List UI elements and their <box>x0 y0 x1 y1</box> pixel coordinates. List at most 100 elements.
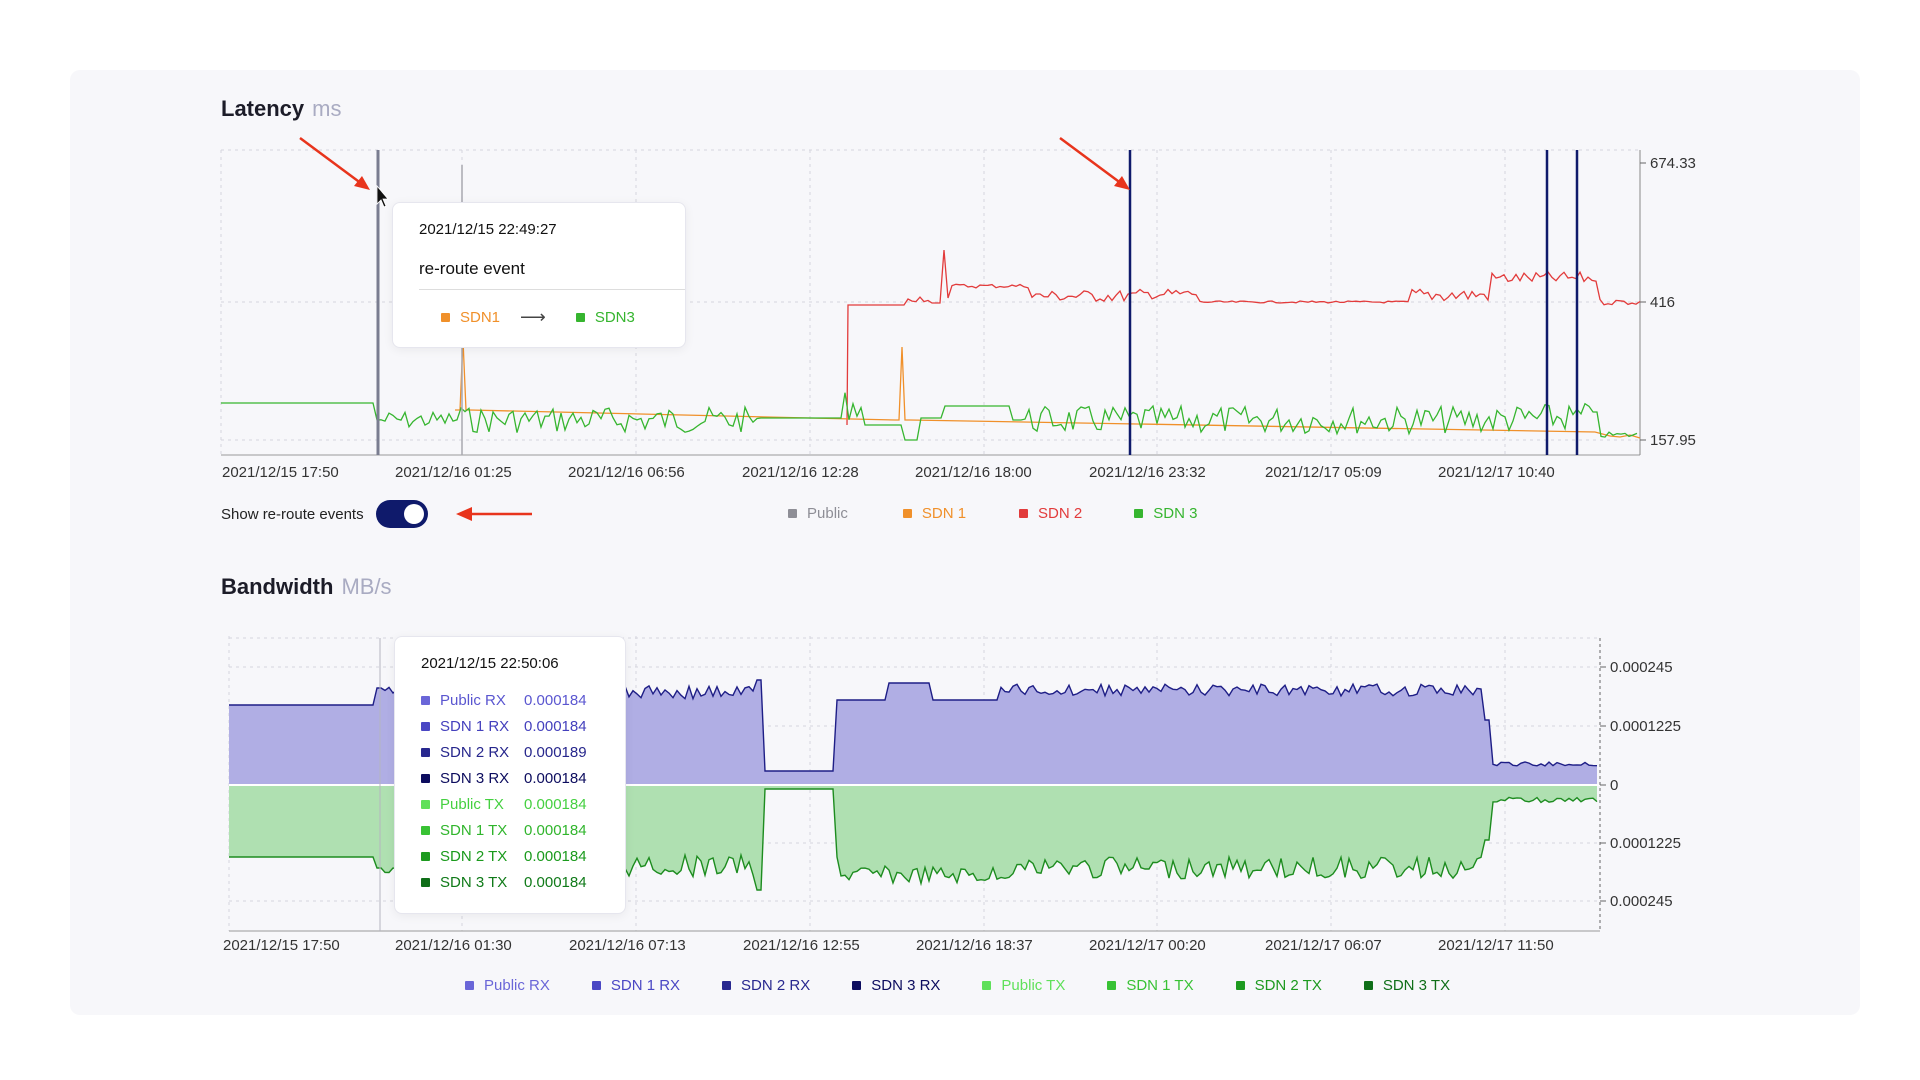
bandwidth-y-tick: 0.000245 <box>1610 893 1673 910</box>
tooltip-row-value: 0.000184 <box>524 717 587 735</box>
tooltip-row-swatch <box>421 773 430 783</box>
toggle-label: Show re-route events <box>221 505 364 523</box>
latency-tooltip: 2021/12/15 22:49:27 re-route event SDN1 … <box>392 202 686 348</box>
reroute-toggle-row: Show re-route events <box>221 500 428 528</box>
to-swatch <box>575 313 585 322</box>
tooltip-from: SDN1 <box>460 309 501 326</box>
legend-item[interactable]: SDN 2 RX <box>722 977 810 994</box>
bandwidth-y-ticks: 0.000245 0.0001225 0 0.0001225 0.000245 <box>1600 659 1681 910</box>
bandwidth-title: Bandwidth MB/s <box>221 574 392 600</box>
legend-item[interactable]: Public <box>788 505 848 522</box>
legend-label: SDN 3 RX <box>871 977 941 994</box>
tooltip-row: SDN 2 TX 0.000184 <box>421 843 587 869</box>
show-reroute-events-toggle[interactable] <box>375 500 428 528</box>
mouse-cursor-icon <box>376 184 389 208</box>
from-swatch <box>441 313 450 322</box>
latency-series-sdn1 <box>455 339 1641 439</box>
tooltip-row-value: 0.000184 <box>524 795 587 813</box>
legend-swatch <box>1363 981 1373 990</box>
tooltip-row-swatch <box>421 825 430 835</box>
bandwidth-x-ticks: 2021/12/15 17:50 2021/12/16 01:30 2021/1… <box>223 937 1554 954</box>
legend-item[interactable]: SDN 2 <box>1019 505 1082 522</box>
tooltip-timestamp: 2021/12/15 22:49:27 <box>419 221 557 238</box>
bandwidth-x-tick: 2021/12/16 18:37 <box>916 937 1033 954</box>
legend-item[interactable]: SDN 3 TX <box>1363 977 1451 994</box>
legend-label: SDN 1 <box>921 505 967 522</box>
latency-x-tick: 2021/12/17 10:40 <box>1438 464 1555 481</box>
latency-legend: Public SDN 1 SDN 2 SDN 3 <box>788 505 1197 522</box>
legend-label: SDN 3 TX <box>1382 977 1451 994</box>
latency-x-tick: 2021/12/16 23:32 <box>1089 464 1206 481</box>
bandwidth-legend: Public RX SDN 1 RX SDN 2 RX SDN 3 RX Public … <box>465 977 1450 994</box>
bandwidth-unit: MB/s <box>341 574 392 599</box>
latency-series-sdn3 <box>221 392 1638 441</box>
tooltip-row: Public TX 0.000184 <box>421 791 587 817</box>
legend-swatch <box>1107 981 1117 990</box>
tooltip-row-value: 0.000184 <box>524 847 587 865</box>
latency-y-tick: 416 <box>1650 294 1675 311</box>
tooltip-row-swatch <box>421 851 430 861</box>
latency-x-tick: 2021/12/16 18:00 <box>915 464 1032 481</box>
bandwidth-y-tick: 0.000245 <box>1610 659 1673 676</box>
latency-title-text: Latency <box>221 96 305 121</box>
latency-x-ticks: 2021/12/15 17:50 2021/12/16 01:25 2021/1… <box>222 464 1555 481</box>
legend-label: SDN 1 RX <box>610 977 681 994</box>
bandwidth-x-tick: 2021/12/16 12:55 <box>743 937 860 954</box>
latency-x-tick: 2021/12/17 05:09 <box>1265 464 1382 481</box>
legend-item[interactable]: Public RX <box>465 977 550 994</box>
bandwidth-x-tick: 2021/12/15 17:50 <box>223 937 340 954</box>
legend-swatch <box>852 981 862 990</box>
legend-label: SDN 2 RX <box>741 977 811 994</box>
tooltip-rows: Public RX 0.000184 SDN 1 RX 0.000184 SDN 2 R… <box>421 687 587 895</box>
tooltip-row: SDN 1 TX 0.000184 <box>421 817 587 843</box>
latency-y-tick: 674.33 <box>1650 155 1696 172</box>
tooltip-row-name: Public TX <box>440 795 504 813</box>
legend-item[interactable]: SDN 3 <box>1134 505 1197 522</box>
legend-label: SDN 3 <box>1153 505 1198 522</box>
legend-item[interactable]: SDN 1 RX <box>591 977 681 994</box>
latency-y-ticks: 674.33 416 157.95 <box>1640 155 1696 449</box>
legend-swatch <box>591 981 601 990</box>
bandwidth-x-tick: 2021/12/17 11:50 <box>1438 937 1554 954</box>
bandwidth-x-tick: 2021/12/16 07:13 <box>569 937 686 954</box>
tooltip-event-title: re-route event <box>419 259 525 278</box>
legend-item[interactable]: SDN 1 <box>902 505 967 522</box>
tooltip-row: SDN 3 TX 0.000184 <box>421 869 587 895</box>
legend-label: SDN 2 TX <box>1254 977 1322 994</box>
red-arrow-annotation-icon <box>299 136 370 190</box>
latency-series-sdn2 <box>846 249 1641 426</box>
latency-x-tick: 2021/12/16 01:25 <box>395 464 512 481</box>
tooltip-row-name: Public RX <box>440 691 506 709</box>
bandwidth-x-tick: 2021/12/17 00:20 <box>1089 937 1206 954</box>
legend-item[interactable]: Public TX <box>982 977 1065 994</box>
red-arrow-annotation-icon <box>1059 136 1130 190</box>
tooltip-row-name: SDN 3 TX <box>440 873 508 891</box>
latency-title: Latency ms <box>221 96 341 122</box>
bandwidth-y-tick: 0 <box>1610 777 1618 794</box>
legend-label: SDN 2 <box>1038 505 1083 522</box>
legend-item[interactable]: SDN 1 TX <box>1107 977 1194 994</box>
legend-item[interactable]: SDN 3 RX <box>852 977 940 994</box>
tooltip-timestamp: 2021/12/15 22:50:06 <box>421 655 559 672</box>
tooltip-row-swatch <box>421 799 430 809</box>
tooltip-reroute-path: SDN1 ⟶ SDN3 <box>441 307 635 328</box>
tooltip-row: SDN 2 RX 0.000189 <box>421 739 587 765</box>
tooltip-divider <box>419 289 685 290</box>
legend-swatch <box>902 509 912 518</box>
legend-label: Public RX <box>484 977 550 994</box>
legend-label: Public <box>807 505 848 522</box>
tooltip-row-name: SDN 1 TX <box>440 821 508 839</box>
latency-x-tick: 2021/12/16 12:28 <box>742 464 859 481</box>
tooltip-row-swatch <box>421 721 430 731</box>
latency-unit: ms <box>312 96 342 121</box>
legend-swatch <box>722 981 732 990</box>
legend-swatch <box>982 981 992 990</box>
tooltip-row-name: SDN 2 TX <box>440 847 508 865</box>
tooltip-row: Public RX 0.000184 <box>421 687 587 713</box>
arrow-right-icon: ⟶ <box>520 307 546 327</box>
legend-item[interactable]: SDN 2 TX <box>1235 977 1322 994</box>
tooltip-row-swatch <box>421 695 430 705</box>
bandwidth-x-tick: 2021/12/17 06:07 <box>1265 937 1382 954</box>
latency-y-tick: 157.95 <box>1650 432 1696 449</box>
